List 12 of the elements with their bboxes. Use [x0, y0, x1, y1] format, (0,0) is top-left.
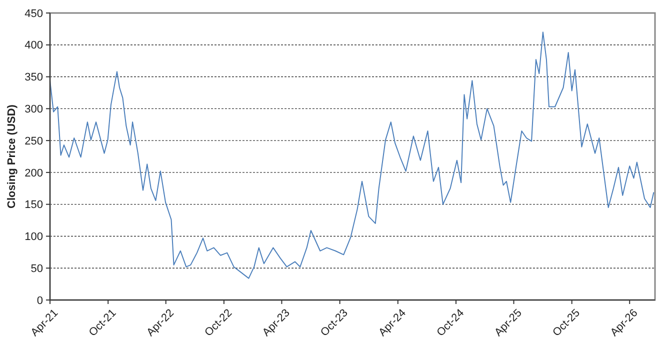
y-tick-label: 100	[24, 231, 43, 244]
y-tick-label: 0	[36, 294, 43, 307]
y-tick-label: 250	[24, 135, 43, 148]
y-tick-label: 50	[30, 262, 43, 275]
y-tick-label: 350	[24, 72, 43, 84]
line-series	[50, 32, 654, 279]
y-tick-label: 200	[24, 167, 43, 180]
y-tick-label: 300	[24, 104, 43, 116]
y-tick-label: 450	[24, 8, 43, 20]
y-tick-label: 150	[24, 199, 43, 212]
y-axis-title: Closing Price (USD)	[6, 104, 18, 208]
y-tick-label: 400	[24, 40, 43, 52]
